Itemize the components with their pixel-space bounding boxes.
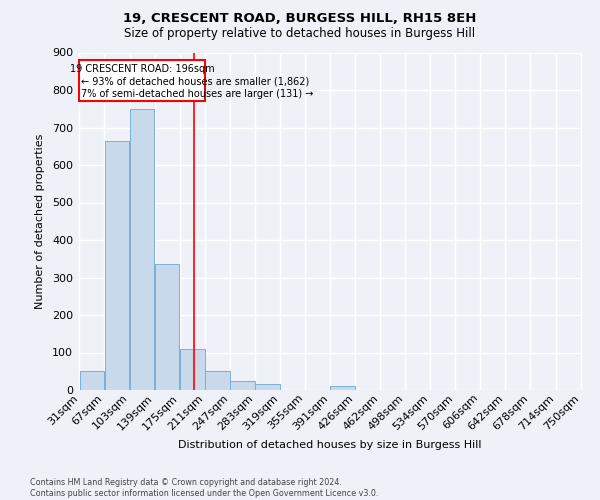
Text: ← 93% of detached houses are smaller (1,862): ← 93% of detached houses are smaller (1,… (82, 76, 310, 86)
Bar (330, 386, 355, 390)
Text: 19, CRESCENT ROAD, BURGESS HILL, RH15 8EH: 19, CRESCENT ROAD, BURGESS HILL, RH15 8E… (124, 12, 476, 26)
Text: Size of property relative to detached houses in Burgess Hill: Size of property relative to detached ho… (124, 28, 476, 40)
Bar (104, 140, 130, 390)
Text: 19 CRESCENT ROAD: 196sqm: 19 CRESCENT ROAD: 196sqm (70, 64, 214, 74)
Bar (255, 384, 280, 390)
Bar (155, 264, 179, 390)
Text: Contains HM Land Registry data © Crown copyright and database right 2024.
Contai: Contains HM Land Registry data © Crown c… (30, 478, 379, 498)
X-axis label: Distribution of detached houses by size in Burgess Hill: Distribution of detached houses by size … (178, 440, 482, 450)
Bar (180, 349, 205, 390)
Y-axis label: Number of detached properties: Number of detached properties (35, 134, 45, 309)
FancyBboxPatch shape (79, 60, 205, 101)
Text: 7% of semi-detached houses are larger (131) →: 7% of semi-detached houses are larger (1… (82, 89, 314, 99)
Bar (230, 380, 254, 390)
Bar (80, 371, 104, 390)
Bar (205, 371, 230, 390)
Bar (130, 109, 154, 390)
